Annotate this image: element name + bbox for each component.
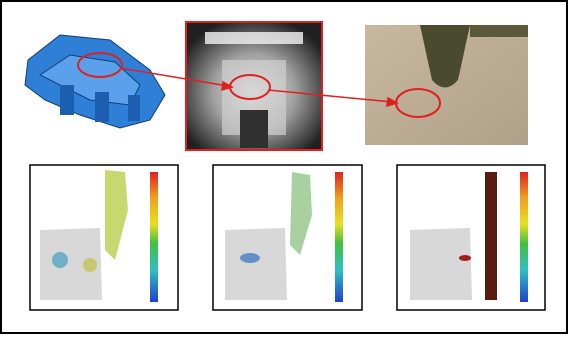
xray-image	[186, 22, 322, 150]
simulation-panel	[213, 165, 362, 310]
simulation-panel	[30, 165, 178, 310]
figure	[0, 0, 568, 334]
simulation-panel	[397, 165, 545, 310]
cast-photo	[365, 25, 528, 145]
